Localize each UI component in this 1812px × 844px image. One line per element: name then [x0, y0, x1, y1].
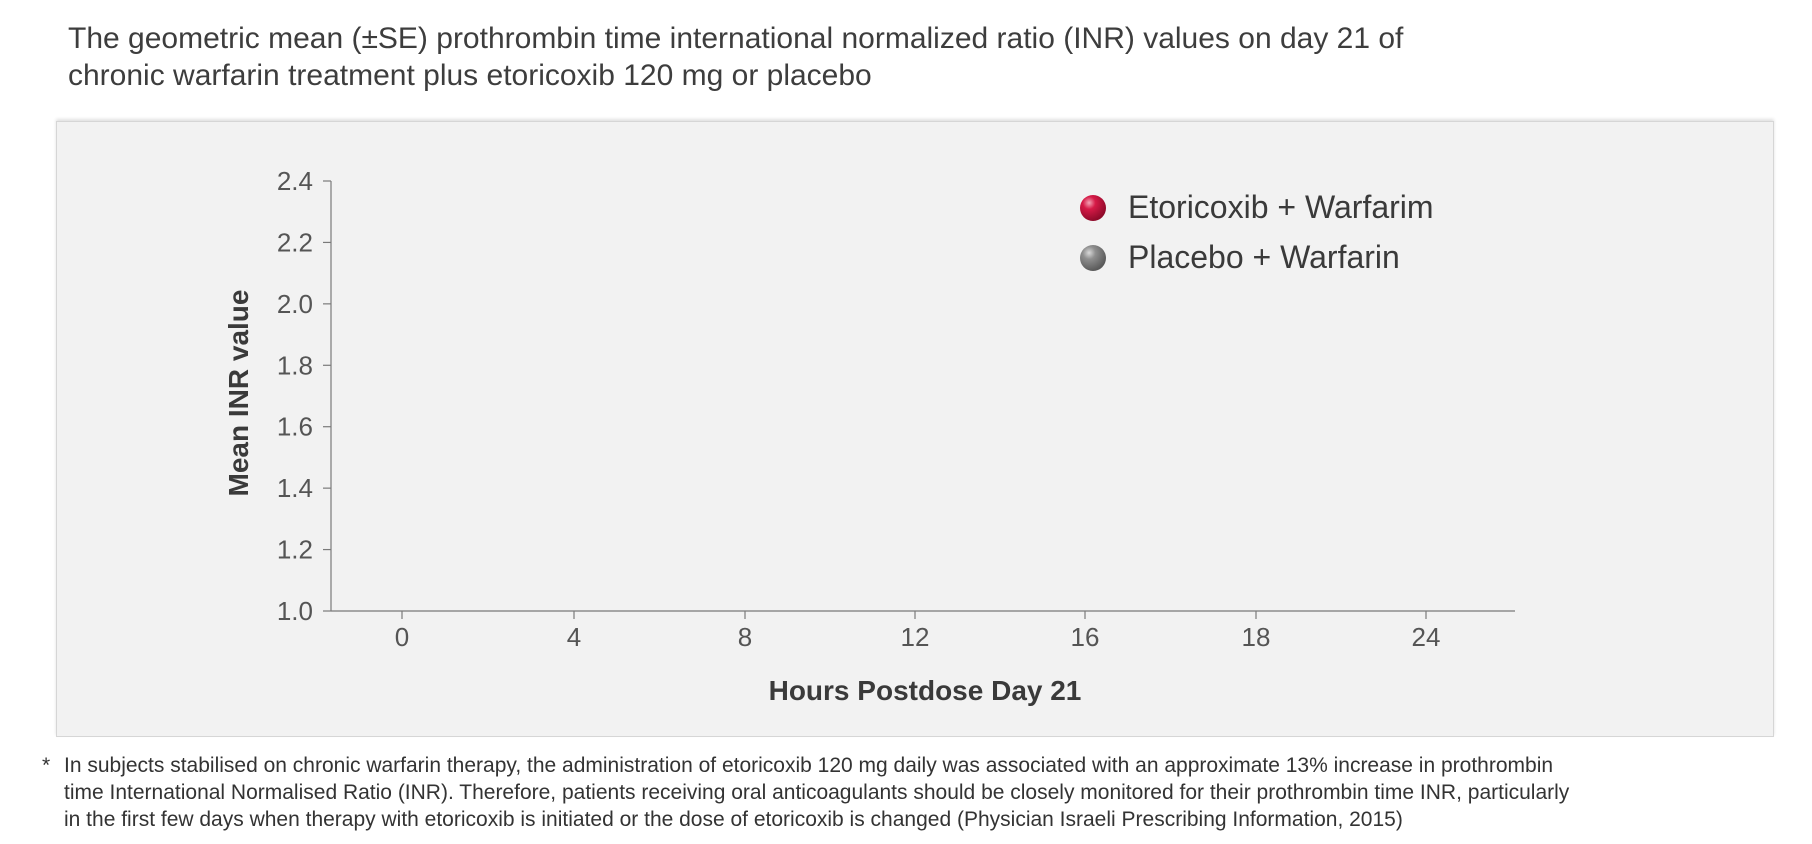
chart-title-line-1: The geometric mean (±SE) prothrombin tim…: [68, 22, 1404, 55]
x-axis-ticks: 0 4 8 12 16 18 24: [395, 611, 1441, 652]
y-tick-label: 1.4: [277, 473, 313, 503]
footnote-line-1: In subjects stabilised on chronic warfar…: [64, 754, 1554, 777]
footnote-marker: *: [42, 754, 51, 777]
chart-panel: 1.0 1.2 1.4 1.6 1.8 2.0 2.2 2.4 0 4 8 12 16 18 24 Hou…: [56, 121, 1774, 737]
chart-svg: 1.0 1.2 1.4 1.6 1.8 2.0 2.2 2.4 0 4 8 12 16 18 24 Hou…: [223, 166, 1515, 706]
x-tick-label: 24: [1412, 622, 1441, 652]
legend-item-etoricoxib: Etoricoxib + Warfarim: [1080, 189, 1434, 225]
y-tick-label: 2.0: [277, 289, 313, 319]
y-axis-label: Mean INR value: [223, 290, 254, 497]
y-axis-ticks: 1.0 1.2 1.4 1.6 1.8 2.0 2.2 2.4: [277, 166, 331, 626]
legend-item-placebo: Placebo + Warfarin: [1080, 239, 1400, 275]
x-tick-label: 4: [567, 622, 581, 652]
y-tick-label: 1.6: [277, 412, 313, 442]
chart-title-line-2: chronic warfarin treatment plus etoricox…: [68, 59, 872, 92]
y-tick-label: 1.2: [277, 535, 313, 565]
x-tick-label: 0: [395, 622, 409, 652]
y-tick-label: 2.4: [277, 166, 313, 196]
legend: Etoricoxib + Warfarim Placebo + Warfarin: [1080, 189, 1434, 275]
chart-title: The geometric mean (±SE) prothrombin tim…: [68, 20, 1628, 94]
legend-label-etoricoxib: Etoricoxib + Warfarim: [1128, 189, 1434, 225]
footnote-line-2: time International Normalised Ratio (INR…: [64, 781, 1570, 804]
legend-marker-gray-dot: [1080, 245, 1106, 271]
x-tick-label: 18: [1242, 622, 1271, 652]
x-tick-label: 16: [1071, 622, 1100, 652]
x-axis-label: Hours Postdose Day 21: [769, 675, 1082, 706]
y-tick-label: 2.2: [277, 227, 313, 257]
legend-label-placebo: Placebo + Warfarin: [1128, 239, 1400, 275]
y-tick-label: 1.0: [277, 596, 313, 626]
footnote-line-3: in the first few days when therapy with …: [64, 808, 1403, 831]
chart-axes: [330, 181, 1515, 612]
x-tick-label: 8: [738, 622, 752, 652]
x-tick-label: 12: [901, 622, 930, 652]
y-tick-label: 1.8: [277, 350, 313, 380]
legend-marker-red-dot: [1080, 195, 1106, 221]
